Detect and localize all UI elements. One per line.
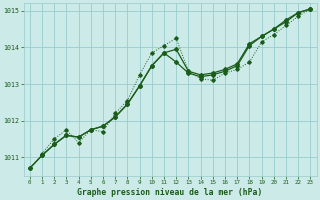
X-axis label: Graphe pression niveau de la mer (hPa): Graphe pression niveau de la mer (hPa) xyxy=(77,188,263,197)
